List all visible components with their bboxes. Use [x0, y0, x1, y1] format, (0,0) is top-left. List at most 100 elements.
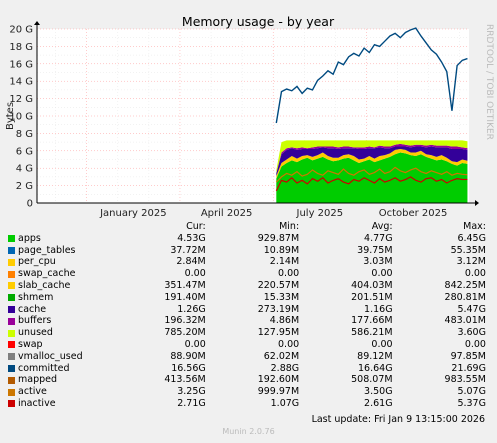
legend-swatch [8, 246, 15, 254]
legend-cur: 0.00 [184, 338, 206, 350]
legend-label: page_tables [18, 244, 76, 256]
legend-max: 5.07G [457, 386, 486, 398]
legend-min: 929.87M [257, 232, 300, 244]
line-active [275, 166, 468, 183]
legend-min: 2.14M [269, 256, 300, 268]
legend-max: 0.00 [464, 268, 486, 280]
y-tick-label: 12 G [9, 94, 33, 105]
legend-max: 3.60G [457, 327, 486, 339]
legend-swatch [8, 305, 15, 313]
legend-min: 0.00 [278, 338, 300, 350]
legend-min: 192.60M [257, 374, 300, 386]
y-axis-arrow [34, 21, 40, 25]
legend-min: 1.07G [270, 397, 300, 409]
legend-row-swap_cache: swap_cache 0.00 0.00 0.00 0.00 [8, 268, 486, 280]
legend-max: 21.69G [451, 362, 486, 374]
legend-row-slab_cache: slab_cache 351.47M 220.57M 404.03M 842.25M [8, 280, 486, 292]
legend-avg: 3.50G [364, 386, 393, 398]
area-apps [276, 152, 468, 203]
legend-cur: 4.53G [177, 232, 206, 244]
legend-name: apps [8, 233, 112, 245]
legend-avg: 508.07M [351, 374, 393, 386]
legend-avg: 39.75M [357, 244, 393, 256]
legend-name: active [8, 386, 112, 398]
legend-cur: 191.40M [164, 291, 206, 303]
x-tick-label: October 2025 [379, 208, 448, 219]
legend-cur: 2.84M [176, 256, 206, 268]
legend-name: unused [8, 327, 112, 339]
y-tick-label: 10 G [9, 112, 33, 123]
legend-swatch [8, 235, 15, 243]
legend-row-buffers: buffers 196.32M 4.86M 177.66M 483.01M [8, 315, 486, 327]
legend-max: 0.00 [464, 338, 486, 350]
x-tick-label: July 2025 [296, 208, 344, 219]
legend-avg: 4.77G [364, 232, 393, 244]
legend-label: shmem [18, 291, 54, 303]
legend-name: mapped [8, 374, 112, 386]
y-tick-label: 8 G [16, 129, 33, 140]
legend-swatch [8, 376, 15, 384]
legend-row-apps: apps 4.53G 929.87M 4.77G 6.45G [8, 233, 486, 245]
legend-table: Cur: Min: Avg: Max: apps 4.53G 929.87M 4.77… [8, 221, 486, 410]
x-axis-arrow [475, 200, 479, 206]
legend-name: swap_cache [8, 268, 112, 280]
legend-max: 3.12M [456, 256, 486, 268]
legend-swatch [8, 388, 15, 396]
legend-row-inactive: inactive 2.71G 1.07G 2.61G 5.37G [8, 398, 486, 410]
legend-name: buffers [8, 315, 112, 327]
legend-row-mapped: mapped 413.56M 192.60M 508.07M 983.55M [8, 374, 486, 386]
legend-name: cache [8, 304, 112, 316]
legend-avg: 16.64G [358, 362, 393, 374]
legend-cur: 1.26G [177, 303, 206, 315]
legend-row-committed: committed 16.56G 2.88G 16.64G 21.69G [8, 363, 486, 375]
legend-max: 280.81M [444, 291, 486, 303]
legend-swatch [8, 317, 15, 325]
header-avg: Avg: [371, 221, 393, 232]
legend-label: committed [18, 362, 70, 374]
legend-name: vmalloc_used [8, 351, 112, 363]
axes: 0 2 G 4 G 6 G 8 G 10 G 12 G 14 G 16 G 18 G 20 G Jan… [9, 21, 479, 219]
x-tick-label: January 2025 [99, 208, 167, 219]
legend-swatch [8, 353, 15, 361]
legend-label: cache [18, 303, 47, 315]
legend-row-swap: swap 0.00 0.00 0.00 0.00 [8, 339, 486, 351]
chart-title: Memory usage - by year [182, 14, 335, 29]
legend-cur: 0.00 [184, 268, 206, 280]
legend-min: 62.02M [263, 350, 300, 362]
area-cache [276, 146, 468, 177]
legend-cur: 16.56G [171, 362, 206, 374]
legend-max: 842.25M [444, 279, 486, 291]
legend-min: 127.95M [257, 327, 300, 339]
legend-row-page_tables: page_tables 37.72M 10.89M 39.75M 55.35M [8, 245, 486, 257]
header-min: Min: [279, 221, 300, 232]
legend-max: 983.55M [444, 374, 486, 386]
legend-label: slab_cache [18, 279, 71, 291]
area-slab_cache [276, 149, 468, 179]
legend-rows: apps 4.53G 929.87M 4.77G 6.45G page_tables 37.… [8, 233, 486, 410]
legend-avg: 201.51M [351, 291, 393, 303]
legend-name: inactive [8, 398, 112, 410]
legend-max: 55.35M [450, 244, 486, 256]
legend-row-unused: unused 785.20M 127.95M 586.21M 3.60G [8, 327, 486, 339]
legend-header-row: Cur: Min: Avg: Max: [8, 221, 486, 233]
legend-row-cache: cache 1.26G 273.19M 1.16G 5.47G [8, 304, 486, 316]
legend-avg: 0.00 [371, 268, 393, 280]
legend-avg: 177.66M [351, 315, 393, 327]
legend-min: 4.86M [269, 315, 300, 327]
header-cur: Cur: [186, 221, 206, 232]
legend-cur: 3.25G [177, 386, 206, 398]
legend-max: 5.37G [457, 397, 486, 409]
y-axis-label: Bytes [5, 102, 16, 130]
legend-avg: 0.00 [371, 338, 393, 350]
legend-max: 483.01M [444, 315, 486, 327]
legend-cur: 196.32M [164, 315, 206, 327]
legend-avg: 404.03M [351, 279, 393, 291]
legend-min: 10.89M [263, 244, 300, 256]
legend-name: committed [8, 363, 112, 375]
legend-cur: 785.20M [164, 327, 206, 339]
legend-name: swap [8, 339, 112, 351]
y-tick-label: 14 G [9, 77, 33, 88]
legend-label: mapped [18, 374, 58, 386]
header-max: Max: [463, 221, 486, 232]
